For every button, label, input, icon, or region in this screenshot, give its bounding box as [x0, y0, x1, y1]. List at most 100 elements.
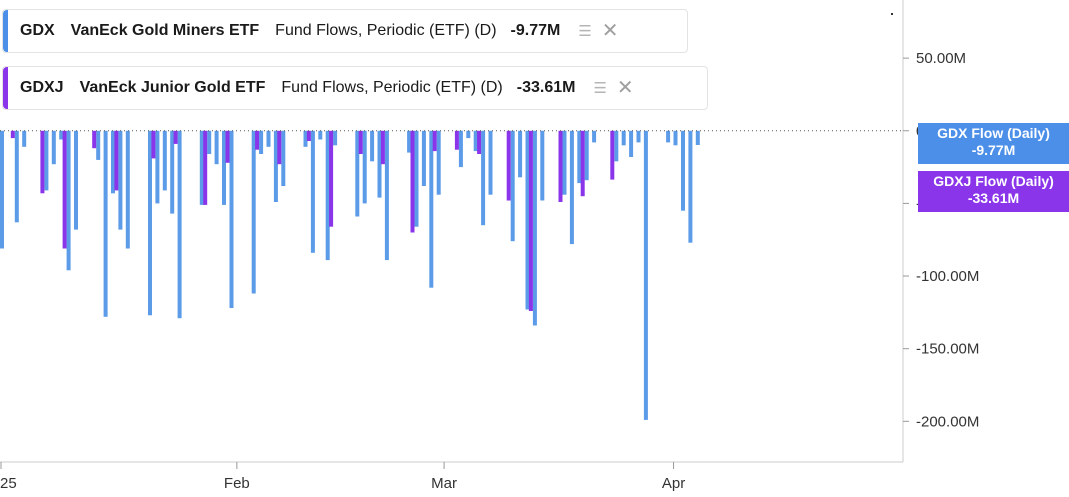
close-icon[interactable]: ✕ [616, 77, 634, 99]
gdx-bar [59, 130, 64, 140]
gdx-bar [103, 130, 108, 317]
gdx-bar [273, 130, 278, 202]
gdx-bar [266, 130, 271, 147]
gdx-bar [370, 130, 375, 162]
gdx-bar [118, 130, 123, 230]
y-tick-label: -100.00M [916, 268, 979, 285]
gdx-flow-flag-value: -9.77M [971, 142, 1016, 158]
gdxj-bar [306, 130, 311, 141]
gdx-bar [22, 130, 27, 147]
gdx-bar [540, 130, 545, 201]
gdx-bar [177, 130, 182, 319]
gdxj-flow-flag: GDXJ Flow (Daily) -33.61M [918, 171, 1069, 212]
close-icon[interactable]: ✕ [601, 20, 619, 42]
gdxj-bar [225, 130, 230, 163]
legend-gdxj[interactable]: GDXJ VanEck Junior Gold ETF Fund Flows, … [2, 66, 708, 110]
legend-gdx[interactable]: GDX VanEck Gold Miners ETF Fund Flows, P… [2, 9, 688, 53]
legend-gdxj-name: VanEck Junior Gold ETF [79, 79, 266, 96]
gdx-bar [569, 130, 574, 245]
gdx-bar [562, 130, 567, 195]
y-tick-label: -200.00M [916, 413, 979, 430]
gdxj-bar [410, 130, 415, 233]
gdxj-bar [477, 130, 482, 154]
gdx-bar [14, 130, 19, 223]
gdx-bar [170, 130, 175, 214]
gdx-bar [377, 130, 382, 198]
gdx-bar [481, 130, 486, 226]
gdx-bar [66, 130, 71, 271]
gdx-bar [325, 130, 330, 261]
gdxj-bar [380, 130, 385, 165]
gdx-bar [384, 130, 389, 261]
gdx-bar [458, 130, 463, 168]
gdx-bar [688, 130, 693, 243]
gdx-bar [407, 130, 412, 153]
gdxj-bar [277, 130, 282, 165]
layers-icon[interactable]: ☰ [593, 80, 607, 97]
gdx-bar [466, 130, 471, 139]
gdx-bar [207, 130, 212, 154]
gdx-bar [584, 130, 589, 181]
gdx-bar [74, 130, 78, 230]
legend-gdxj-value: -33.61M [516, 79, 576, 96]
gdxj-bar [358, 130, 363, 154]
gdxj-flow-flag-value: -33.61M [967, 190, 1020, 206]
gdx-bar [355, 130, 360, 217]
gdx-bar [303, 130, 308, 147]
y-axis: 50.00M0-50.00M-100.00M-150.00M-200.00M [903, 50, 979, 430]
gdx-bar [310, 130, 315, 253]
x-tick-label: Mar [431, 475, 457, 492]
x-tick-label: 25 [0, 475, 17, 492]
x-tick-label: Apr [662, 475, 685, 492]
gdx-bar [525, 130, 530, 310]
legend-gdx-ticker: GDX [20, 22, 55, 39]
gdxj-bar [114, 130, 119, 191]
gdx-bar [0, 130, 4, 249]
gdx-bar [636, 130, 641, 143]
gdxj-bar [10, 130, 15, 139]
gdx-bar [214, 130, 219, 165]
gdx-bar [510, 130, 515, 242]
x-tick-label: Feb [224, 475, 250, 492]
top-corner-dot [891, 13, 893, 15]
gdx-bar [281, 130, 286, 186]
gdx-bar [199, 130, 204, 205]
y-tick-label: 50.00M [916, 50, 966, 67]
layers-icon[interactable]: ☰ [578, 23, 592, 40]
gdx-bar [148, 130, 152, 316]
gdx-bar [251, 130, 256, 294]
legend-gdx-value: -9.77M [510, 22, 561, 39]
x-axis: 25 Feb Mar Apr [0, 462, 685, 492]
bars-layer [0, 130, 700, 420]
gdx-flow-flag-label: GDX Flow (Daily) [937, 125, 1050, 141]
gdx-bar [318, 130, 323, 140]
gdxj-bar [255, 130, 260, 150]
gdx-bar [473, 130, 478, 152]
gdxj-bar [506, 130, 511, 201]
gdx-bar [222, 130, 226, 205]
gdx-bar [629, 130, 634, 157]
gdxj-bar [203, 130, 208, 205]
legend-gdx-name: VanEck Gold Miners ETF [70, 22, 260, 39]
gdxj-bar [92, 130, 97, 149]
gdx-bar [673, 130, 678, 146]
gdxj-bar [329, 130, 334, 227]
y-tick-label: -150.00M [916, 341, 979, 358]
gdx-flow-flag: GDX Flow (Daily) -9.77M [918, 123, 1069, 164]
legend-gdxj-ticker: GDXJ [20, 79, 64, 96]
legend-gdx-swatch [3, 10, 8, 52]
gdxj-bar [151, 130, 156, 159]
gdx-bar [681, 130, 685, 211]
gdx-bar [155, 130, 160, 204]
gdx-bar [51, 130, 56, 165]
legend-gdxj-swatch [3, 67, 8, 109]
legend-gdx-desc: Fund Flows, Periodic (ETF) (D) [275, 22, 497, 39]
gdxj-bar [432, 130, 437, 152]
gdx-bar [695, 130, 700, 145]
gdx-bar [259, 130, 264, 154]
gdxj-bar [580, 130, 585, 197]
gdxj-bar [610, 130, 615, 180]
gdxj-bar [528, 130, 533, 311]
gdx-bar [518, 130, 523, 178]
gdx-bar [621, 130, 626, 146]
